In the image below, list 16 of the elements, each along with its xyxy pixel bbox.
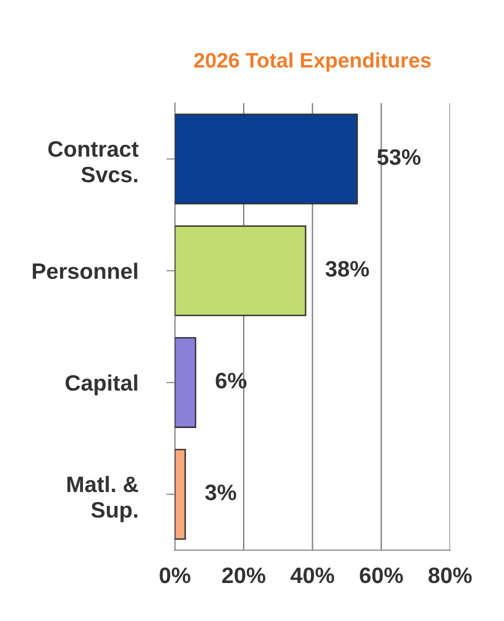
- x-tick-label: 20%: [222, 567, 266, 584]
- y-tick-label: Contract Svcs.: [48, 141, 139, 182]
- bar: [174, 225, 306, 316]
- bar: [174, 448, 186, 540]
- y-tick-label: Capital: [66, 374, 138, 396]
- data-label: 3%: [205, 484, 236, 500]
- bar: [174, 337, 196, 428]
- data-label: 38%: [326, 260, 369, 277]
- x-tick-label: 60%: [360, 567, 403, 584]
- bar: [174, 114, 358, 204]
- x-tick-label: 80%: [428, 567, 472, 584]
- x-tick-label: 40%: [290, 567, 334, 584]
- y-tick-label: Matl. & Sup.: [67, 476, 138, 522]
- chart-title: 2026 Total Expenditures: [194, 52, 431, 72]
- y-tick-label: Personnel: [32, 262, 138, 280]
- x-tick-label: 0%: [160, 567, 190, 584]
